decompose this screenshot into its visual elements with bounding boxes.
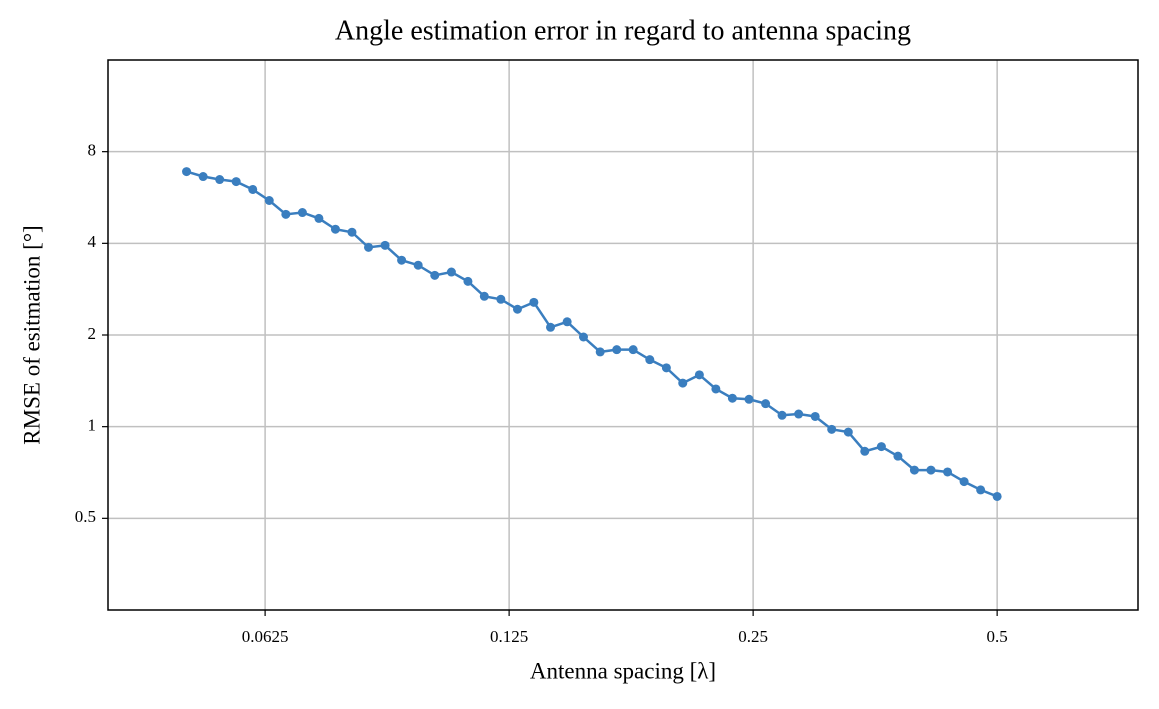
point (198, 172, 208, 182)
y-tick-label: 2 (88, 324, 97, 343)
point (479, 291, 489, 301)
point (347, 227, 357, 237)
point (578, 332, 588, 342)
point (711, 384, 721, 394)
y-axis-label: RMSE of esitmation [°] (19, 225, 44, 444)
point (661, 363, 671, 373)
point (248, 184, 258, 194)
point (562, 317, 572, 327)
point (943, 467, 953, 477)
point (761, 399, 771, 409)
point (645, 355, 655, 365)
point (314, 213, 324, 223)
point (380, 240, 390, 250)
x-tick-label: 0.5 (987, 627, 1008, 646)
point (529, 297, 539, 307)
y-tick-label: 1 (88, 416, 97, 435)
point (413, 260, 423, 270)
point (430, 270, 440, 280)
point (595, 347, 605, 357)
point (446, 267, 456, 277)
point (364, 242, 374, 252)
point (860, 446, 870, 456)
point (512, 304, 522, 314)
point (628, 345, 638, 355)
point (959, 477, 969, 487)
point (893, 451, 903, 461)
chart-title: Angle estimation error in regard to ante… (335, 15, 911, 46)
point (215, 175, 225, 185)
point (182, 167, 192, 177)
point (612, 345, 622, 355)
y-tick-label: 0.5 (75, 507, 96, 526)
point (496, 294, 506, 304)
point (810, 411, 820, 421)
x-axis-label: Antenna spacing [λ] (530, 658, 716, 683)
point (876, 442, 886, 452)
point (297, 208, 307, 218)
point (909, 465, 919, 475)
x-tick-label: 0.25 (738, 627, 768, 646)
point (264, 195, 274, 205)
y-tick-label: 4 (88, 232, 97, 251)
point (794, 409, 804, 419)
point (744, 394, 754, 404)
point (827, 424, 837, 434)
point (678, 378, 688, 388)
point (976, 485, 986, 495)
point (463, 276, 473, 286)
point (992, 491, 1002, 501)
x-tick-label: 0.0625 (242, 627, 289, 646)
point (926, 465, 936, 475)
series-line (186, 170, 998, 498)
point (843, 427, 853, 437)
point (727, 393, 737, 403)
point (397, 255, 407, 265)
point (694, 370, 704, 380)
point (330, 224, 340, 234)
point (281, 209, 291, 219)
point (546, 322, 556, 332)
point (231, 177, 241, 187)
plot-frame (107, 59, 1139, 611)
point (777, 410, 787, 420)
y-tick-label: 8 (88, 141, 97, 160)
x-tick-label: 0.125 (490, 627, 528, 646)
